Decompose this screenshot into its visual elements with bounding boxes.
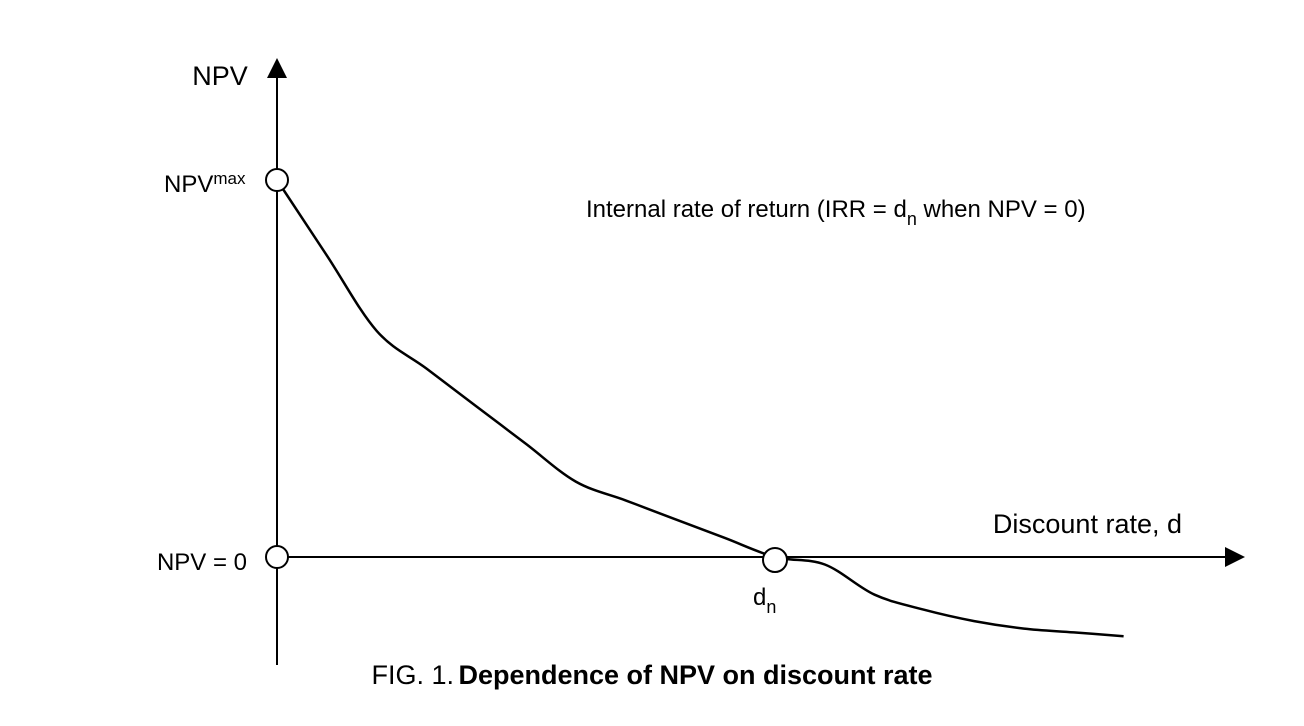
dn-label: dn (753, 584, 776, 617)
npv-curve (275, 179, 1124, 638)
npv-zero-label: NPV = 0 (157, 549, 247, 576)
y-axis-label: NPV (192, 61, 248, 91)
npv-max-point (265, 168, 289, 192)
irr-point (762, 547, 788, 573)
irr-annotation: Internal rate of return (IRR = dn when N… (586, 196, 1086, 229)
npv-max-label: NPVmax (164, 169, 246, 198)
figure-caption: FIG. 1. Dependence of NPV on discount ra… (371, 660, 932, 690)
x-axis-label: Discount rate, d (993, 509, 1182, 539)
npv-zero-point (265, 545, 289, 569)
